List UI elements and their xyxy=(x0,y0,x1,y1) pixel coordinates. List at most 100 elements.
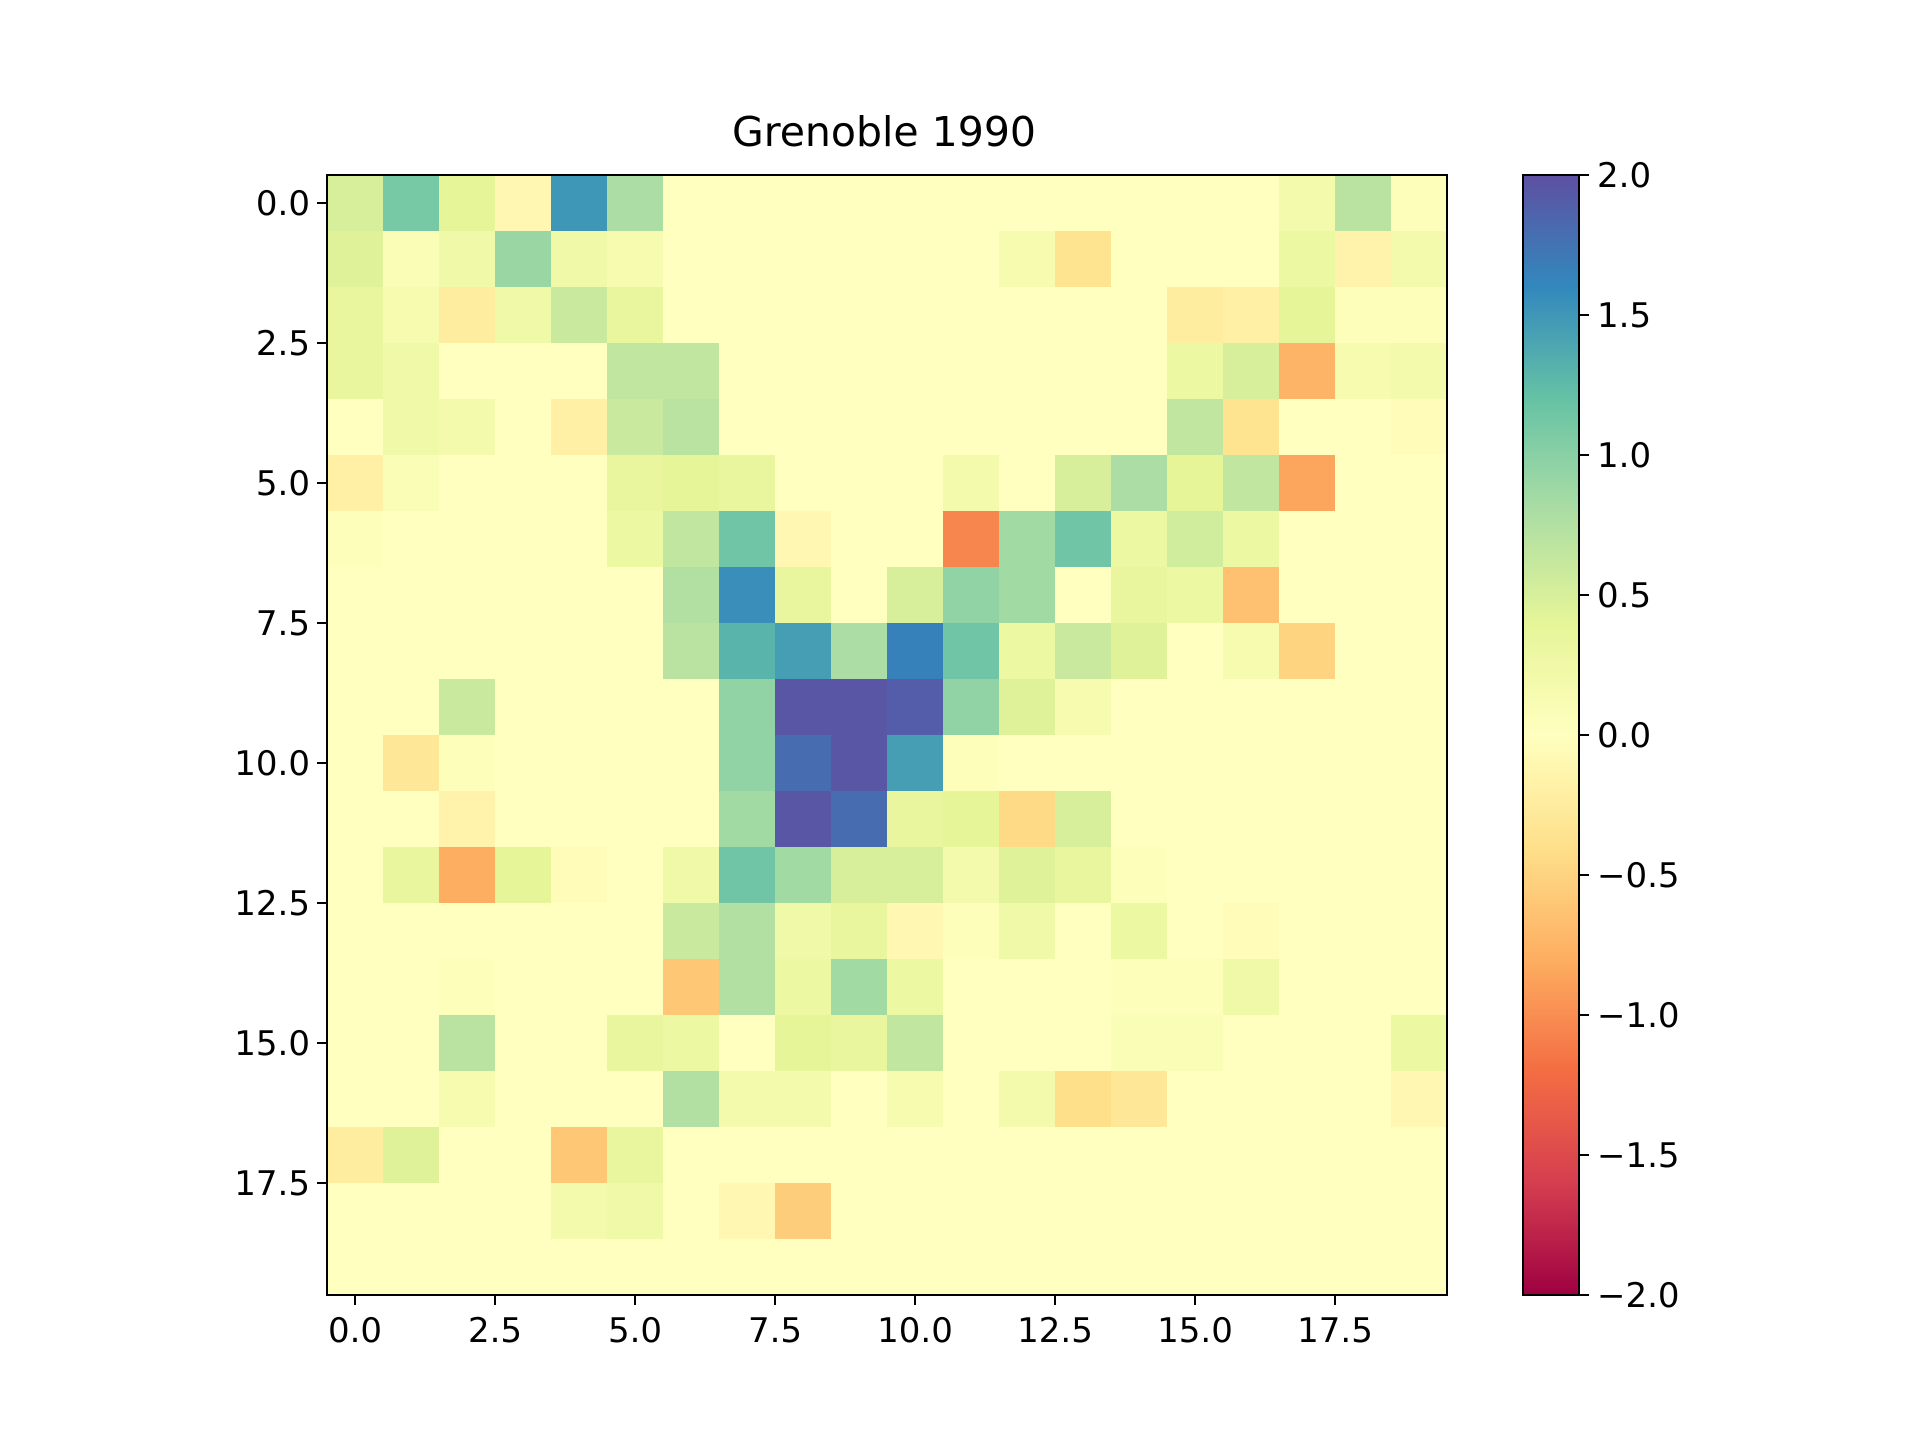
heatmap-cell xyxy=(383,1127,440,1184)
heatmap-cell xyxy=(439,959,496,1016)
heatmap-cell xyxy=(831,791,888,848)
heatmap-cell xyxy=(831,567,888,624)
heatmap-cell xyxy=(327,679,384,736)
heatmap-cell xyxy=(495,791,552,848)
heatmap-cell xyxy=(719,791,776,848)
heatmap-cell xyxy=(1223,959,1280,1016)
heatmap-cell xyxy=(1391,623,1447,680)
heatmap-cell xyxy=(495,959,552,1016)
heatmap-cell xyxy=(1391,175,1447,232)
heatmap-cell xyxy=(1335,287,1392,344)
heatmap-cell xyxy=(887,399,944,456)
chart-title: Grenoble 1990 xyxy=(732,108,1036,156)
heatmap-cell xyxy=(551,399,608,456)
heatmap-cell xyxy=(943,287,1000,344)
heatmap-cell xyxy=(943,791,1000,848)
heatmap-cell xyxy=(831,455,888,512)
heatmap-cell xyxy=(999,791,1056,848)
heatmap-cell xyxy=(1391,511,1447,568)
heatmap-cell xyxy=(1055,287,1112,344)
heatmap-cell xyxy=(1223,735,1280,792)
heatmap-cell xyxy=(999,959,1056,1016)
heatmap-cell xyxy=(943,399,1000,456)
heatmap-cell xyxy=(1391,735,1447,792)
heatmap-cell xyxy=(1391,679,1447,736)
heatmap-cell xyxy=(607,231,664,288)
heatmap-cell xyxy=(1223,343,1280,400)
heatmap-cell xyxy=(775,1127,832,1184)
heatmap-cell xyxy=(1391,959,1447,1016)
heatmap-cell xyxy=(775,399,832,456)
x-tick-label: 7.5 xyxy=(748,1311,802,1351)
x-axis: 0.0 2.5 5.0 7.5 10.0 12.5 15.0 17.5 xyxy=(328,1295,1373,1351)
heatmap-cell xyxy=(383,399,440,456)
heatmap-cell xyxy=(719,847,776,904)
heatmap-cell xyxy=(383,1071,440,1128)
heatmap-cell xyxy=(607,1015,664,1072)
heatmap-cell xyxy=(719,1127,776,1184)
heatmap-cell xyxy=(999,1183,1056,1240)
y-tick-label: 15.0 xyxy=(234,1024,310,1064)
heatmap-cell xyxy=(1167,847,1224,904)
heatmap-cell xyxy=(439,455,496,512)
heatmap-cell xyxy=(495,903,552,960)
colorbar-tick-label: −1.0 xyxy=(1597,996,1680,1036)
heatmap-cell xyxy=(1055,455,1112,512)
heatmap-cell xyxy=(1055,231,1112,288)
y-tick-label: 2.5 xyxy=(256,324,310,364)
heatmap-cell xyxy=(831,511,888,568)
heatmap-cell xyxy=(607,623,664,680)
heatmap-cell xyxy=(1111,343,1168,400)
heatmap-cell xyxy=(1391,1015,1447,1072)
heatmap-cell xyxy=(607,399,664,456)
heatmap-cell xyxy=(495,1239,552,1295)
heatmap-cell xyxy=(943,1127,1000,1184)
heatmap-cell xyxy=(663,567,720,624)
heatmap-cell xyxy=(551,623,608,680)
heatmap-cell xyxy=(1167,735,1224,792)
heatmap-cell xyxy=(1335,623,1392,680)
heatmap-cell xyxy=(719,1071,776,1128)
heatmap-cell xyxy=(663,1183,720,1240)
heatmap-cell xyxy=(999,231,1056,288)
heatmap-cell xyxy=(495,1015,552,1072)
heatmap-cell xyxy=(1223,399,1280,456)
heatmap-cell xyxy=(943,455,1000,512)
heatmap-cell xyxy=(663,847,720,904)
heatmap-cell xyxy=(607,567,664,624)
heatmap-cell xyxy=(1335,791,1392,848)
colorbar-tick-label: 0.5 xyxy=(1597,576,1651,616)
heatmap-cell xyxy=(831,623,888,680)
y-tick-label: 10.0 xyxy=(234,744,310,784)
heatmap-cell xyxy=(1335,175,1392,232)
heatmap-cell xyxy=(1335,1239,1392,1295)
heatmap-cell xyxy=(1223,287,1280,344)
colorbar-tick-label: 2.0 xyxy=(1597,156,1651,196)
heatmap-cell xyxy=(439,1127,496,1184)
heatmap-cell xyxy=(887,1183,944,1240)
heatmap-cell xyxy=(551,287,608,344)
heatmap-cell xyxy=(607,847,664,904)
heatmap-cell xyxy=(495,1183,552,1240)
heatmap-cell xyxy=(831,1239,888,1295)
heatmap-cell xyxy=(1111,567,1168,624)
heatmap-cell xyxy=(439,623,496,680)
heatmap-cell xyxy=(719,735,776,792)
heatmap-cell xyxy=(1335,1183,1392,1240)
colorbar-axis: −2.0 −1.5 −1.0 −0.5 0.0 0.5 1.0 1.5 2.0 xyxy=(1579,156,1680,1316)
heatmap-cell xyxy=(775,623,832,680)
heatmap-cell xyxy=(943,1015,1000,1072)
heatmap-cell xyxy=(1055,511,1112,568)
heatmap-cell xyxy=(327,287,384,344)
heatmap-cell xyxy=(327,735,384,792)
plot-frame xyxy=(326,174,1448,1296)
heatmap-cell xyxy=(383,175,440,232)
heatmap-cell xyxy=(831,847,888,904)
heatmap-cell xyxy=(999,511,1056,568)
heatmap-cell xyxy=(495,231,552,288)
heatmap-cell xyxy=(663,287,720,344)
heatmap-cell xyxy=(439,175,496,232)
heatmap-cell xyxy=(551,511,608,568)
heatmap-cell xyxy=(1391,231,1447,288)
heatmap-cell xyxy=(719,1015,776,1072)
